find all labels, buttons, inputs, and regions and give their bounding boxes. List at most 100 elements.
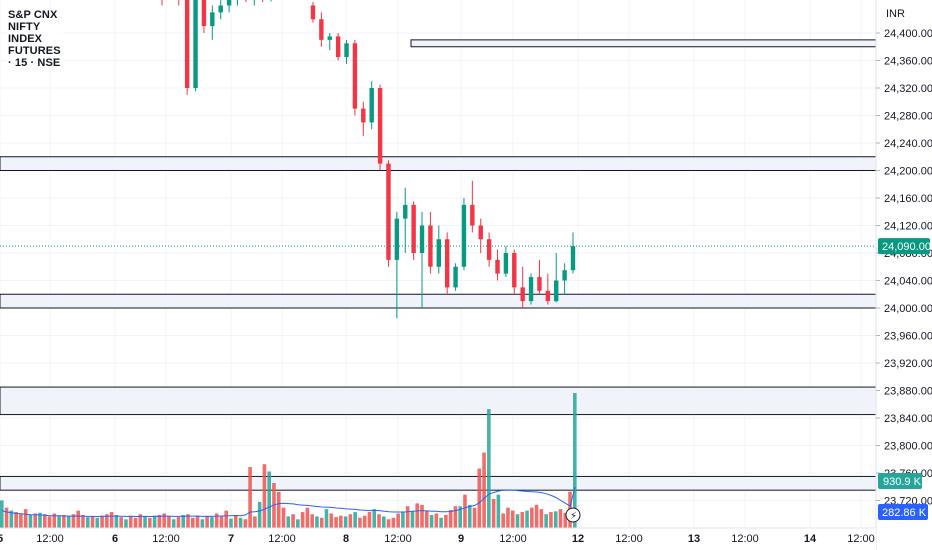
volume-bar xyxy=(57,515,61,528)
time-tick-label: 12 xyxy=(572,533,584,545)
volume-bar xyxy=(186,514,190,528)
volume-bar xyxy=(52,513,57,528)
volume-bar xyxy=(310,514,314,528)
volume-bar xyxy=(420,504,424,528)
volume-bar xyxy=(315,516,319,528)
volume-bar xyxy=(272,483,276,528)
time-tick-label: 5 xyxy=(0,533,3,545)
volume-bar xyxy=(162,513,166,528)
volume-bar xyxy=(138,514,143,528)
volume-bar xyxy=(109,512,114,528)
time-tick-label: 12:00 xyxy=(731,533,759,545)
price-tick-label: 24,320.00 xyxy=(884,83,932,95)
price-tick-label: 23,960.00 xyxy=(884,331,932,343)
candle-body xyxy=(226,0,232,6)
volume-bar xyxy=(66,516,71,528)
candles xyxy=(161,0,576,319)
price-tick-label: 24,240.00 xyxy=(884,138,932,150)
time-tick-label: 7 xyxy=(228,533,234,545)
volume-bar xyxy=(300,512,305,528)
candle-body xyxy=(403,204,408,219)
volume-bar xyxy=(549,512,553,528)
time-tick-label: 9 xyxy=(458,533,464,545)
price-zone xyxy=(0,386,877,416)
candle-body xyxy=(520,287,525,302)
volume-bar xyxy=(534,504,539,528)
price-zone xyxy=(0,475,877,491)
candle-body xyxy=(327,36,332,40)
candle-body xyxy=(193,0,198,88)
volume-bar xyxy=(319,517,324,528)
price-tick-label: 23,880.00 xyxy=(884,386,932,398)
volume-bar xyxy=(544,514,548,528)
volume-bar xyxy=(105,514,109,528)
zones xyxy=(0,39,877,491)
volume-bar xyxy=(38,512,42,528)
volume-bar xyxy=(410,511,415,528)
currency-button[interactable]: INR xyxy=(886,8,905,20)
volume-bar xyxy=(23,509,28,528)
candle-body xyxy=(503,253,509,274)
candle-body xyxy=(428,225,433,267)
volume-bar xyxy=(573,393,577,528)
volume-bar xyxy=(262,464,267,528)
volume-bar xyxy=(401,512,405,528)
candle-body xyxy=(201,0,207,27)
candle-body xyxy=(361,108,366,123)
volume-bar xyxy=(353,512,357,528)
volume-bar xyxy=(181,514,186,528)
volume-bar xyxy=(520,512,525,528)
candle-body xyxy=(210,12,215,27)
price-tick-label: 24,200.00 xyxy=(884,166,932,178)
price-tick-label: 24,160.00 xyxy=(884,193,932,205)
time-axis[interactable]: 5 12:00 6 12:00 7 12:00 8 12:00 9 12:00 12 12:00 13 1… xyxy=(0,527,876,550)
volume-bar xyxy=(267,471,271,528)
volume-bar xyxy=(143,516,147,528)
candle-body xyxy=(444,239,450,288)
volume-bar xyxy=(124,519,128,528)
volume-bar xyxy=(47,516,52,528)
last-price-label: 24,090.00 xyxy=(882,241,931,253)
volume-bar xyxy=(176,517,181,528)
time-tick-label: 12:00 xyxy=(615,533,643,545)
candle-body xyxy=(436,239,441,267)
volume-bar xyxy=(200,519,205,528)
volume-bar xyxy=(291,514,295,528)
candle-body xyxy=(512,253,517,288)
candle-body xyxy=(319,19,324,40)
candle-body xyxy=(394,218,400,260)
price-zone xyxy=(0,156,877,171)
candle-body xyxy=(528,277,534,302)
volume-bar xyxy=(501,513,505,528)
time-tick-label: 8 xyxy=(343,533,349,545)
volume-last-label: 930.9 K xyxy=(883,476,922,488)
volume-bar xyxy=(467,504,472,528)
lightning-icon[interactable] xyxy=(565,507,581,523)
volume-bar xyxy=(305,507,310,528)
volume-bar xyxy=(114,514,119,528)
volume-bar xyxy=(334,517,338,528)
volume-bar xyxy=(429,514,434,528)
price-axis[interactable]: 23,720.0023,760.0023,800.0023,840.0023,8… xyxy=(565,0,932,550)
volume-bar xyxy=(339,515,343,528)
price-tick-label: 24,000.00 xyxy=(884,303,932,315)
candle-body xyxy=(411,204,416,253)
last-price-badge xyxy=(878,238,930,255)
volume-bar xyxy=(76,510,80,528)
candle-body xyxy=(486,239,492,260)
volume-bar xyxy=(439,517,443,528)
volume-bar xyxy=(539,509,544,528)
volume-bar xyxy=(171,519,176,528)
volume-bar xyxy=(4,507,9,528)
price-axis-bg xyxy=(876,0,932,550)
volume-bar xyxy=(367,512,372,528)
volume-bar xyxy=(148,517,152,528)
volume-bar xyxy=(195,515,200,528)
candle-body xyxy=(461,204,467,267)
volume-bar xyxy=(558,509,563,528)
time-tick-label: 12:00 xyxy=(384,533,412,545)
volume-bar xyxy=(348,514,353,528)
time-axis-bg xyxy=(0,528,876,550)
volume-bar xyxy=(563,512,568,528)
